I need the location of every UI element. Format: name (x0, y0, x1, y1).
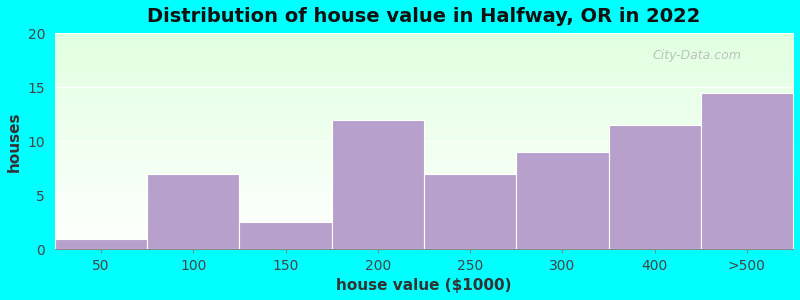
Bar (55, 239, 147, 250)
Y-axis label: houses: houses (7, 111, 22, 172)
Bar (609, 125, 701, 250)
Bar (516, 152, 609, 250)
Bar (701, 93, 793, 250)
Bar (332, 120, 424, 250)
Text: City-Data.com: City-Data.com (653, 49, 742, 62)
Bar (147, 174, 239, 250)
Bar (424, 174, 516, 250)
Bar (239, 222, 332, 250)
X-axis label: house value ($1000): house value ($1000) (336, 278, 512, 293)
Title: Distribution of house value in Halfway, OR in 2022: Distribution of house value in Halfway, … (147, 7, 701, 26)
